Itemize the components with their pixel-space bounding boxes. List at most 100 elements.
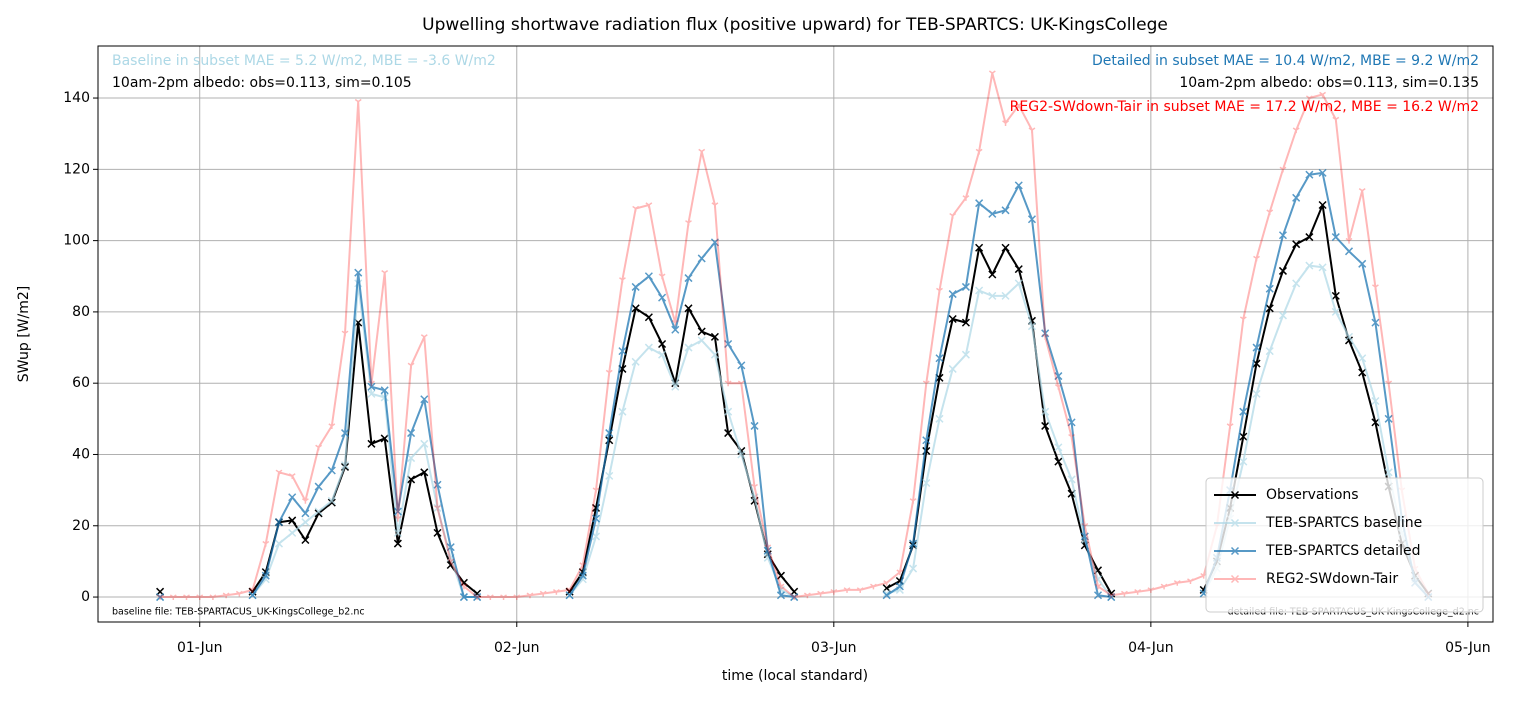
point-marker xyxy=(1266,209,1274,216)
point-marker xyxy=(1041,421,1050,430)
point-marker xyxy=(579,562,587,568)
point-marker xyxy=(1344,332,1354,341)
annotation: 10am-2pm albedo: obs=0.113, sim=0.135 xyxy=(1179,75,1479,91)
point-marker xyxy=(895,582,904,591)
point-marker xyxy=(948,290,957,299)
point-marker xyxy=(1001,206,1010,215)
y-tick-label: 40 xyxy=(72,446,90,462)
point-marker xyxy=(434,505,441,511)
point-marker xyxy=(1001,243,1010,252)
point-marker xyxy=(936,287,943,294)
point-marker xyxy=(1292,279,1301,288)
point-marker xyxy=(1305,261,1314,270)
point-marker xyxy=(500,594,507,601)
x-axis-label: time (local standard) xyxy=(722,668,868,684)
point-marker xyxy=(420,395,429,404)
point-marker xyxy=(327,496,336,505)
point-marker xyxy=(1332,116,1340,123)
y-tick-label: 80 xyxy=(72,304,90,320)
point-marker xyxy=(314,482,323,491)
series xyxy=(156,168,1433,602)
point-marker xyxy=(1014,265,1023,274)
point-marker xyxy=(896,569,904,576)
legend-item xyxy=(1214,574,1256,584)
point-marker xyxy=(354,98,362,105)
point-marker xyxy=(948,364,957,373)
point-marker xyxy=(776,571,785,580)
point-marker xyxy=(909,564,918,573)
point-marker xyxy=(1384,468,1393,477)
point-marker xyxy=(605,429,614,438)
point-marker xyxy=(1319,91,1327,98)
point-marker xyxy=(261,571,270,580)
point-marker xyxy=(658,273,666,280)
x-tick-label: 05-Jun xyxy=(1445,640,1491,656)
point-marker xyxy=(1384,414,1393,423)
point-marker xyxy=(301,509,310,518)
point-marker xyxy=(684,304,693,313)
point-marker xyxy=(1371,284,1379,290)
point-marker xyxy=(698,148,706,155)
point-marker xyxy=(870,583,877,590)
point-marker xyxy=(367,382,376,391)
point-marker xyxy=(1080,532,1089,541)
point-marker xyxy=(644,313,653,322)
point-marker xyxy=(1027,215,1036,224)
point-marker xyxy=(1068,433,1076,440)
point-marker xyxy=(1239,407,1248,416)
point-marker xyxy=(1331,307,1340,316)
point-marker xyxy=(1318,263,1327,272)
point-marker xyxy=(248,591,257,600)
point-marker xyxy=(975,286,984,295)
point-marker xyxy=(591,514,601,523)
legend-marker xyxy=(1230,490,1240,500)
point-marker xyxy=(1253,255,1260,262)
point-marker xyxy=(460,583,468,590)
point-marker xyxy=(591,532,601,541)
y-tick-label: 100 xyxy=(63,233,90,249)
point-marker xyxy=(922,436,931,445)
point-marker xyxy=(909,498,917,504)
point-marker xyxy=(883,580,891,586)
point-marker xyxy=(1344,247,1354,256)
x-tick-label: 02-Jun xyxy=(494,640,540,656)
point-marker xyxy=(1305,233,1314,242)
point-marker xyxy=(1147,587,1155,593)
point-marker xyxy=(183,594,190,601)
point-marker xyxy=(605,369,613,376)
point-marker xyxy=(618,407,627,416)
legend-item xyxy=(1214,518,1256,528)
point-marker xyxy=(790,594,798,601)
point-marker xyxy=(565,591,574,600)
point-marker xyxy=(301,518,310,527)
point-marker xyxy=(922,380,930,387)
point-marker xyxy=(1278,231,1287,240)
point-marker xyxy=(578,575,587,584)
point-marker xyxy=(1358,187,1366,194)
point-marker xyxy=(1265,304,1274,313)
point-marker xyxy=(697,254,706,263)
y-tick-label: 60 xyxy=(72,375,90,391)
point-marker xyxy=(1027,322,1036,331)
legend-marker xyxy=(1230,518,1240,528)
point-marker xyxy=(658,293,667,302)
point-marker xyxy=(380,386,389,395)
point-marker xyxy=(961,282,970,291)
legend-item xyxy=(1214,546,1256,556)
point-marker xyxy=(275,469,283,476)
point-marker xyxy=(196,594,204,601)
point-marker xyxy=(1252,343,1261,352)
point-marker xyxy=(724,429,733,438)
y-tick-label: 120 xyxy=(63,161,90,177)
point-marker xyxy=(697,327,706,336)
point-marker xyxy=(605,471,614,480)
point-marker xyxy=(710,350,719,359)
point-marker xyxy=(274,518,284,527)
point-marker xyxy=(341,330,349,337)
point-marker xyxy=(368,380,375,387)
series-line xyxy=(251,204,1430,595)
annotation: baseline file: TEB-SPARTACUS_UK-KingsCol… xyxy=(112,607,365,618)
point-marker xyxy=(817,590,825,597)
point-marker xyxy=(367,389,376,398)
point-marker xyxy=(632,205,640,212)
